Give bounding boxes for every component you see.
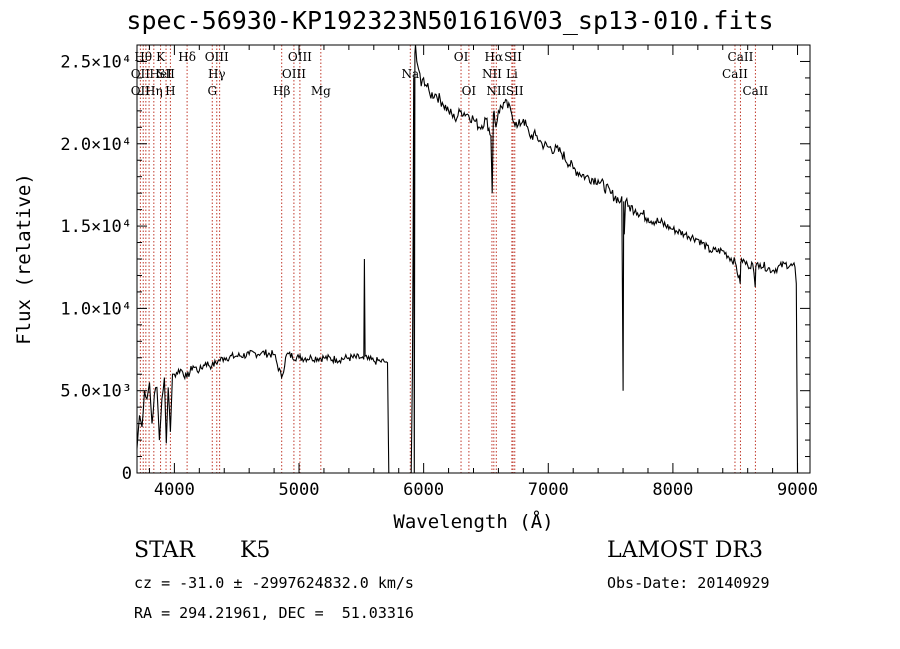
marker-label: OI xyxy=(454,50,469,64)
y-tick-label: 1.0×10⁴ xyxy=(60,299,132,319)
marker-label: Hγ xyxy=(208,67,226,81)
y-tick-label: 5.0×10³ xyxy=(60,382,132,402)
x-tick-label: 9000 xyxy=(777,480,818,500)
marker-label: Na xyxy=(401,67,419,81)
marker-label: Hδ xyxy=(178,50,196,64)
marker-label: Hθ xyxy=(134,50,152,64)
marker-label: G xyxy=(207,84,217,98)
marker-label: OI xyxy=(462,84,477,98)
marker-label: HeI xyxy=(149,67,172,81)
spectrum-series xyxy=(136,44,799,474)
marker-label: NII xyxy=(486,84,506,98)
x-tick-label: 6000 xyxy=(403,480,444,500)
marker-label: SII xyxy=(157,67,175,81)
marker-label: CaII xyxy=(742,84,768,98)
redshift-text: cz = -31.0 ± -2997624832.0 km/s xyxy=(134,574,414,592)
marker-label: CaII xyxy=(722,67,748,81)
marker-label: OIII xyxy=(205,50,229,64)
y-tick-label: 0 xyxy=(122,464,132,484)
marker-label: K xyxy=(156,50,166,64)
axes: 4000 5000 6000 7000 8000 9000 0 5.0×10³ 1.0×10⁴ 1… xyxy=(13,44,818,533)
y-axis-label: Flux (relative) xyxy=(13,173,35,345)
marker-label: Hη xyxy=(145,84,163,98)
marker-label: Mg xyxy=(311,84,331,98)
x-tick-label: 8000 xyxy=(652,480,693,500)
plot-frame xyxy=(136,44,811,474)
marker-label: SII xyxy=(504,50,522,64)
marker-label: CaII xyxy=(728,50,754,64)
obs-date: Obs-Date: 20140929 xyxy=(607,574,770,592)
x-tick-label: 7000 xyxy=(528,480,569,500)
marker-label: Li xyxy=(506,67,518,81)
coordinates-text: RA = 294.21961, DEC = 51.03316 xyxy=(134,604,414,622)
marker-label: H xyxy=(165,84,175,98)
y-tick-label: 2.0×10⁴ xyxy=(60,135,132,155)
y-tick-label: 1.5×10⁴ xyxy=(60,217,132,237)
object-subclass: K5 xyxy=(240,538,271,563)
spectrum-line xyxy=(136,44,799,474)
marker-label: SII xyxy=(506,84,524,98)
marker-label: Hβ xyxy=(273,84,290,98)
survey-name: LAMOST DR3 xyxy=(607,538,763,563)
y-tick-label: 2.5×10⁴ xyxy=(60,52,132,72)
chart-title: spec-56930-KP192323N501616V03_sp13-010.f… xyxy=(126,6,774,35)
marker-label: OII xyxy=(131,84,151,98)
x-axis-label: Wavelength (Å) xyxy=(393,510,553,533)
x-tick-label: 4000 xyxy=(154,480,195,500)
marker-label: NII xyxy=(482,67,502,81)
marker-label: OIII xyxy=(288,50,312,64)
object-class: STAR xyxy=(134,538,195,563)
marker-label: OII xyxy=(131,67,151,81)
x-tick-label: 5000 xyxy=(279,480,320,500)
marker-label: OIII xyxy=(282,67,306,81)
marker-label: Hα xyxy=(485,50,504,64)
